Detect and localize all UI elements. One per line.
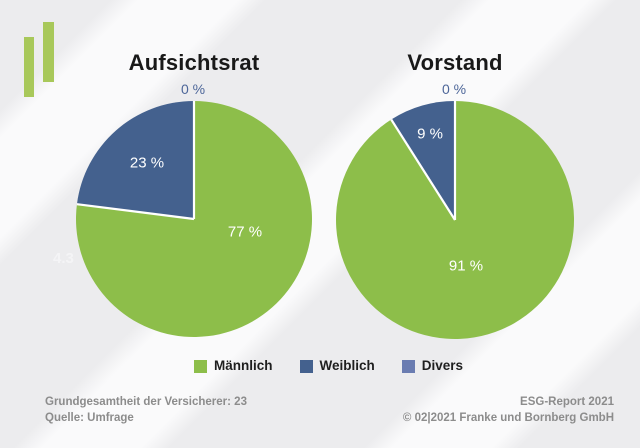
pie-slice-weiblich [391, 101, 455, 220]
footer-source: Grundgesamtheit der Versicherer: 23 Quel… [45, 394, 247, 426]
footer-company-line: © 02|2021 Franke und Bornberg GmbH [402, 412, 614, 424]
watermark-text: 4.3 [53, 250, 74, 267]
legend-label-divers: Divers [421, 358, 464, 373]
footer-report-line: ESG-Report 2021 [520, 396, 614, 408]
legend-item-weiblich: Weiblich [299, 358, 375, 373]
data-label-divers-aufsichtsrat: 0 % [180, 81, 206, 97]
legend-swatch-weiblich [299, 359, 313, 373]
pie-chart-svg [75, 101, 312, 337]
chart-title-aufsichtsrat: Aufsichtsrat [128, 50, 260, 75]
pie-chart-svg [336, 101, 575, 339]
data-label-weiblich-vorstand: 9 % [417, 125, 443, 143]
slice-separator [76, 203, 195, 221]
footer-copyright: ESG-Report 2021 © 02|2021 Franke und Bor… [403, 394, 614, 426]
pie-slice-weiblich [76, 101, 194, 219]
chart-title-vorstand: Vorstand [407, 50, 503, 75]
data-label-divers-vorstand: 0 % [441, 81, 467, 97]
legend-swatch-maennlich [194, 359, 207, 373]
data-label-maennlich-vorstand: 91 % [448, 257, 484, 275]
legend-swatch-divers [401, 359, 415, 373]
data-label-maennlich-aufsichtsrat: 77 % [227, 223, 263, 241]
legend-label-weiblich: Weiblich [319, 358, 375, 373]
legend-label-maennlich: Männlich [214, 358, 273, 373]
legend: Männlich Weiblich Divers [194, 359, 463, 373]
logo-bar-left [24, 37, 34, 97]
data-label-weiblich-aufsichtsrat: 23 % [129, 154, 165, 172]
legend-item-maennlich: Männlich [194, 359, 273, 373]
footer-source-line: Quelle: Umfrage [45, 412, 134, 424]
legend-item-divers: Divers [401, 358, 464, 373]
footer-population-line: Grundgesamtheit der Versicherer: 23 [45, 396, 247, 408]
slice-separator [390, 118, 456, 221]
logo-bar-right [43, 22, 54, 82]
